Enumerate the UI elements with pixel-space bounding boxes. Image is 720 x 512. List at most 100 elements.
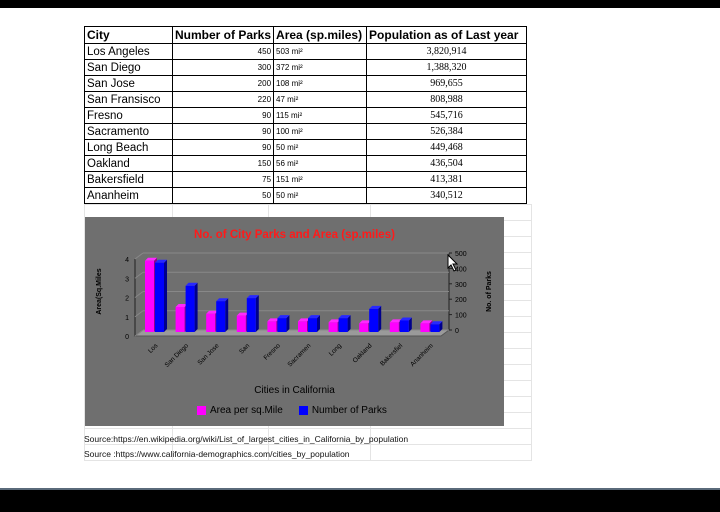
cell-parks[interactable]: 150 xyxy=(171,155,275,172)
bar-parks-top xyxy=(430,321,443,325)
cell-population[interactable]: 969,655 xyxy=(366,75,528,92)
bar-area-top xyxy=(389,319,402,323)
bar-area-top xyxy=(298,318,310,322)
cell-population[interactable]: 413,381 xyxy=(366,171,528,188)
legend-label-area: Area per sq.Mile xyxy=(210,405,283,416)
source-wikipedia[interactable]: Source:https://en.wikipedia.org/wiki/Lis… xyxy=(84,434,409,444)
cell-area[interactable]: 503 mi² xyxy=(273,43,368,60)
bar-area xyxy=(328,322,338,332)
cell-population[interactable]: 808,988 xyxy=(366,91,528,108)
bar-area xyxy=(298,321,307,332)
y-tick-label: 4 xyxy=(125,257,129,264)
cell-parks[interactable]: 75 xyxy=(171,171,275,188)
header-population[interactable]: Population as of Last year xyxy=(366,26,528,44)
table-header-row: City Number of Parks Area (sp.miles) Pop… xyxy=(84,26,528,44)
y2-tick-label: 0 xyxy=(455,328,459,335)
cell-population[interactable]: 449,468 xyxy=(366,139,528,156)
legend-swatch-parks xyxy=(298,406,308,415)
source-demographics[interactable]: Source :https://www.california-demograph… xyxy=(84,449,350,459)
y-tick-label: 3 xyxy=(125,276,129,283)
cell-parks[interactable]: 90 xyxy=(171,123,275,140)
cell-area[interactable]: 47 mi² xyxy=(273,91,368,108)
cell-area[interactable]: 100 mi² xyxy=(273,123,368,140)
cell-parks[interactable]: 220 xyxy=(171,91,275,108)
y2-tick-label: 300 xyxy=(455,282,467,289)
header-city[interactable]: City xyxy=(84,26,173,44)
y-axis-title: Area(Sq.Miles xyxy=(96,268,103,314)
y2-tick-label: 100 xyxy=(455,313,467,320)
bar-parks-side xyxy=(439,321,443,332)
bar-area xyxy=(359,323,369,332)
table-row: Sacramento 90 100 mi² 526,384 xyxy=(84,123,528,140)
x-tick-label: Long xyxy=(328,342,343,357)
gridline-diag xyxy=(134,329,144,337)
cell-population[interactable]: 436,504 xyxy=(366,155,528,172)
bar-parks-top xyxy=(277,315,290,319)
cell-city[interactable]: San Jose xyxy=(84,75,173,92)
cell-parks[interactable]: 50 xyxy=(171,187,275,204)
header-area[interactable]: Area (sp.miles) xyxy=(273,26,368,44)
bar-parks xyxy=(308,318,317,332)
bar-parks-side xyxy=(164,259,167,332)
cell-city[interactable]: Oakland xyxy=(84,155,173,172)
bar-parks-side xyxy=(286,315,290,332)
chart-x-axis-title: Cities in California xyxy=(254,385,335,396)
bar-parks-side xyxy=(347,315,351,332)
bar-parks-top xyxy=(216,298,229,302)
parks-table: City Number of Parks Area (sp.miles) Pop… xyxy=(84,26,528,204)
cell-area[interactable]: 56 mi² xyxy=(273,155,368,172)
cell-parks[interactable]: 200 xyxy=(171,75,275,92)
cell-population[interactable]: 526,384 xyxy=(366,123,528,140)
cell-population[interactable]: 545,716 xyxy=(366,107,528,124)
x-tick-label: San Jose xyxy=(196,342,220,366)
table-row: San Diego 300 372 mi² 1,388,320 xyxy=(84,59,528,76)
cell-city[interactable]: Long Beach xyxy=(84,139,173,156)
cell-parks[interactable]: 450 xyxy=(171,43,275,60)
bar-area xyxy=(206,313,216,332)
cell-area[interactable]: 50 mi² xyxy=(273,139,368,156)
cell-area[interactable]: 115 mi² xyxy=(273,107,368,124)
y-tick-label: 1 xyxy=(125,315,129,322)
cell-area[interactable]: 151 mi² xyxy=(273,171,368,188)
bar-area-top xyxy=(359,320,372,324)
bar-parks-top xyxy=(308,315,320,319)
bar-area xyxy=(145,260,154,332)
cell-population[interactable]: 1,388,320 xyxy=(366,59,528,76)
x-tick-label: San xyxy=(238,342,251,355)
bar-parks-top xyxy=(338,315,351,319)
cell-city[interactable]: Los Angeles xyxy=(84,43,173,60)
bar-parks-side xyxy=(225,298,229,332)
x-tick-label: Ananheim xyxy=(409,342,435,368)
cell-population[interactable]: 340,512 xyxy=(366,187,528,204)
taskbar xyxy=(0,488,720,512)
table-row: Oakland 150 56 mi² 436,504 xyxy=(84,155,528,172)
cell-area[interactable]: 50 mi² xyxy=(273,187,368,204)
cell-city[interactable]: San Diego xyxy=(84,59,173,76)
cell-area[interactable]: 372 mi² xyxy=(273,59,368,76)
cell-parks[interactable]: 90 xyxy=(171,107,275,124)
header-parks[interactable]: Number of Parks xyxy=(171,26,275,44)
bar-parks xyxy=(155,262,164,332)
y2-tick-label: 400 xyxy=(455,266,467,273)
cell-city[interactable]: Fresno xyxy=(84,107,173,124)
bar-parks xyxy=(216,301,226,332)
bar-area xyxy=(389,322,399,332)
y2-tick-label: 500 xyxy=(455,251,467,258)
bar-area xyxy=(420,323,430,332)
cell-city[interactable]: Bakersfield xyxy=(84,171,173,188)
gridline-diag xyxy=(134,271,144,279)
cell-parks[interactable]: 300 xyxy=(171,59,275,76)
cell-population[interactable]: 3,820,914 xyxy=(366,43,528,60)
bar-parks-top xyxy=(246,295,259,299)
legend-swatch-area xyxy=(197,406,206,415)
embedded-chart[interactable]: No. of City Parks and Area (sp.miles) 0 1… xyxy=(85,217,504,426)
cell-city[interactable]: Sacramento xyxy=(84,123,173,140)
table-row: Long Beach 90 50 mi² 449,468 xyxy=(84,139,528,156)
cell-area[interactable]: 108 mi² xyxy=(273,75,368,92)
mouse-pointer-icon xyxy=(447,254,459,272)
cell-city[interactable]: San Fransisco xyxy=(84,91,173,108)
cell-parks[interactable]: 90 xyxy=(171,139,275,156)
bar-area xyxy=(267,321,277,332)
y2-axis-title: No. of Parks xyxy=(486,271,493,312)
cell-city[interactable]: Ananheim xyxy=(84,187,173,204)
